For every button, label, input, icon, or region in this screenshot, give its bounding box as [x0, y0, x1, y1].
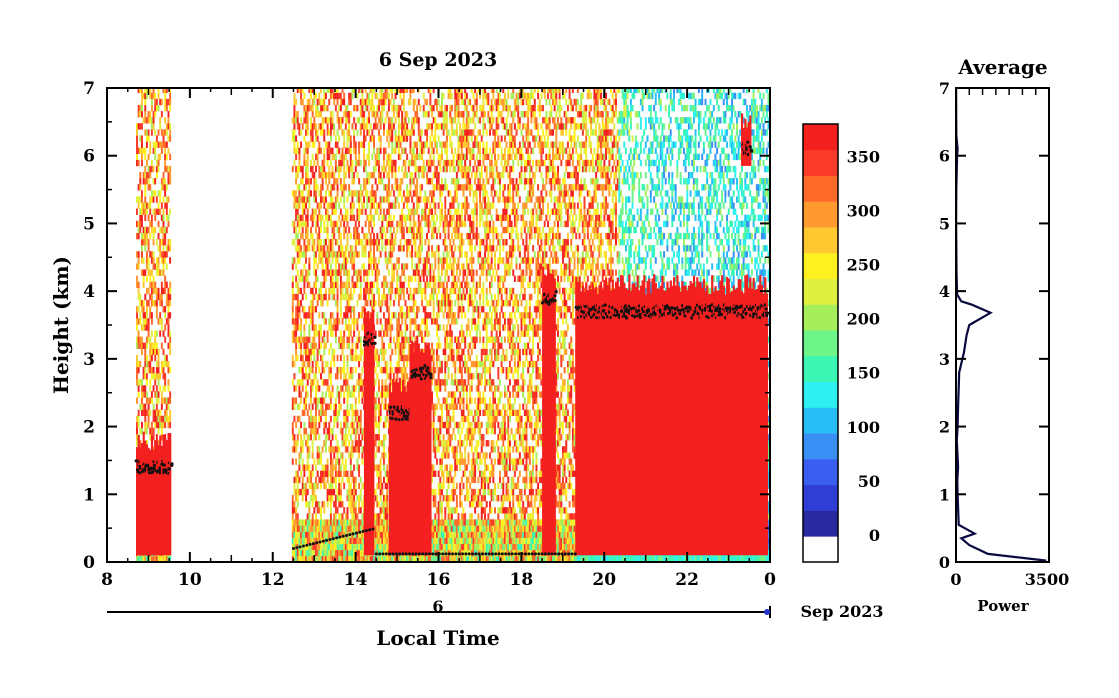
- average-x-axis-label: Power: [977, 597, 1029, 615]
- average-y-tick-label: 3: [939, 350, 950, 369]
- average-axis-ticks: 0 1 2 3 4 5 6 7 0 3500: [939, 79, 1069, 589]
- x-tick-label: 14: [344, 570, 368, 590]
- average-plot-frame: [955, 87, 1050, 563]
- x-tick-label: 20: [592, 570, 616, 590]
- colorbar-segment: [803, 149, 838, 176]
- y-tick-label: 3: [83, 350, 95, 370]
- colorbar-tick-label: 250: [847, 256, 880, 275]
- colorbar-segment: [803, 458, 838, 486]
- y-tick-label: 0: [83, 553, 95, 573]
- colorbar-segment: [803, 304, 838, 331]
- colorbar-segment: [803, 124, 838, 151]
- x-tick-label: 22: [675, 570, 699, 590]
- colorbar-segment: [803, 278, 838, 305]
- colorbar-segment: [803, 381, 838, 408]
- x-tick-label: 10: [178, 570, 202, 590]
- chart-title: 6 Sep 2023: [379, 49, 497, 71]
- colorbar-segment: [803, 227, 838, 254]
- y-tick-label: 1: [83, 485, 95, 505]
- colorbar-segment: [803, 484, 838, 511]
- colorbar-segment: [803, 510, 838, 537]
- colorbar-tick-label: 150: [847, 364, 880, 383]
- average-x-tick-label: 0: [950, 570, 961, 589]
- colorbar-tick-label: 50: [858, 472, 880, 491]
- date-axis-month-label: Sep 2023: [800, 602, 883, 621]
- colorbar-segment: [803, 407, 838, 434]
- colorbar-segment: [803, 536, 838, 563]
- colorbar-tick-label: 300: [847, 202, 880, 221]
- y-axis-label: Height (km): [49, 256, 73, 394]
- y-tick-label: 4: [83, 282, 95, 302]
- date-axis-day-label: 6: [432, 597, 443, 616]
- x-tick-label: 18: [510, 570, 534, 590]
- average-y-tick-label: 2: [939, 418, 950, 437]
- colorbar-tick-label: 350: [847, 147, 880, 166]
- date-axis: 6 Sep 2023: [107, 597, 884, 621]
- y-tick-label: 2: [83, 418, 95, 438]
- y-tick-label: 5: [83, 214, 95, 234]
- average-profile: [956, 88, 1047, 562]
- average-x-tick-label: 3500: [1025, 570, 1070, 589]
- colorbar-segment: [803, 175, 838, 202]
- colorbar-tick-label: 200: [847, 310, 880, 329]
- average-power-line: [956, 88, 1047, 562]
- average-y-tick-label: 4: [939, 282, 950, 301]
- x-tick-label: 12: [261, 570, 285, 590]
- average-y-tick-label: 7: [939, 79, 950, 98]
- colorbar-tick-labels: 0 50 100 150 200 250 300 350: [847, 147, 880, 545]
- colorbar-segment: [803, 252, 838, 279]
- colorbar-segment: [803, 330, 838, 357]
- colorbar-segment: [803, 201, 838, 228]
- average-y-tick-label: 0: [939, 553, 950, 572]
- average-y-tick-label: 1: [939, 485, 950, 504]
- x-tick-label: 8: [101, 570, 113, 590]
- x-axis-label: Local Time: [376, 626, 499, 650]
- x-tick-label: 0: [764, 570, 776, 590]
- average-panel-title: Average: [957, 55, 1047, 79]
- average-y-tick-label: 6: [939, 147, 950, 166]
- colorbar-tick-label: 100: [847, 418, 880, 437]
- x-tick-label: 16: [427, 570, 451, 590]
- backscatter-heatmap: [134, 88, 770, 562]
- colorbar-segment: [803, 433, 838, 460]
- average-y-tick-label: 5: [939, 214, 950, 233]
- y-tick-label: 6: [83, 147, 95, 167]
- colorbar-segment: [803, 355, 838, 383]
- y-tick-label: 7: [83, 79, 95, 99]
- colorbar-tick-label: 0: [869, 526, 880, 545]
- colorbar: [802, 123, 839, 563]
